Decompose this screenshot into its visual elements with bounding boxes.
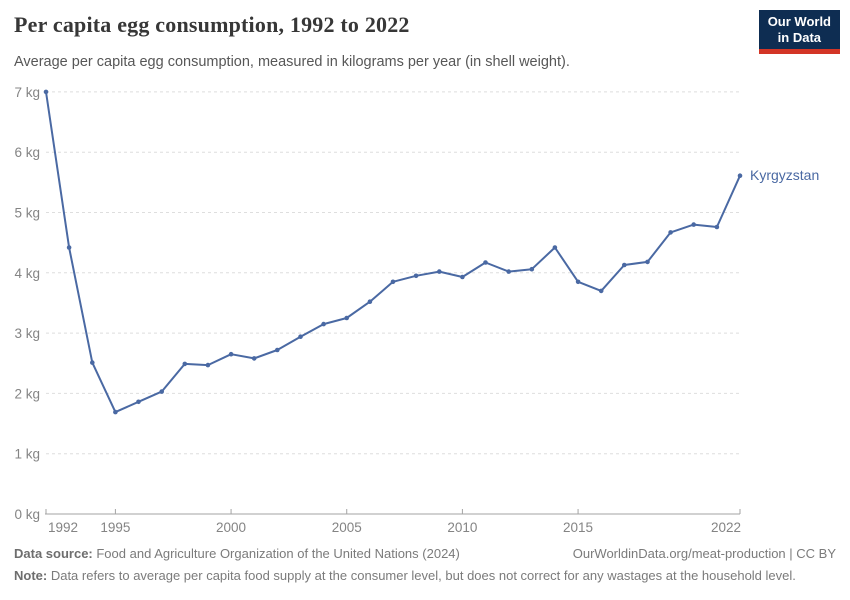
x-tick-label: 2000 [216,520,246,535]
y-tick-label: 1 kg [14,447,40,462]
y-tick-label: 2 kg [14,386,40,401]
data-point[interactable] [598,288,604,294]
data-point[interactable] [205,362,211,368]
data-point[interactable] [344,315,350,321]
data-source-line: Data source: Food and Agriculture Organi… [14,546,460,562]
y-tick-label: 5 kg [14,206,40,221]
y-tick-label: 0 kg [14,507,40,522]
data-point[interactable] [645,259,650,265]
data-point[interactable] [159,389,164,394]
data-point[interactable] [437,269,442,274]
y-axis-labels: 0 kg 1 kg 2 kg 3 kg 4 kg 5 kg 6 kg 7 kg [14,85,40,522]
series-markers[interactable] [43,89,743,415]
data-point[interactable] [66,245,72,250]
data-point[interactable] [483,260,488,265]
series-line[interactable] [45,90,741,414]
footer-note-label: Note: [14,568,48,583]
y-gridlines [46,91,742,455]
data-point[interactable] [575,279,581,285]
data-point[interactable] [668,230,673,235]
data-point[interactable] [251,356,257,361]
y-tick-label: 7 kg [14,85,40,100]
footer-note-text: Data refers to average per capita food s… [47,568,796,583]
data-point[interactable] [552,245,558,250]
data-point[interactable] [275,347,280,353]
owid-logo-line2: in Data [777,30,822,45]
data-point[interactable] [622,262,627,268]
data-point[interactable] [228,351,234,357]
x-axis-labels: 1992 1995 2000 2005 2010 2015 2022 [48,520,741,535]
data-source-text: Food and Agriculture Organization of the… [92,546,460,561]
data-point[interactable] [529,266,535,272]
series-entity-label[interactable]: Kyrgyzstan [750,167,819,183]
owid-logo[interactable]: Our World in Data [758,10,840,54]
x-tick-label: 2022 [711,520,741,535]
data-source-label: Data source: [14,546,93,561]
owid-logo-line1: Our World [767,14,831,29]
data-point[interactable] [413,273,419,279]
data-point[interactable] [737,173,743,178]
data-point[interactable] [298,334,303,340]
data-point[interactable] [43,89,49,95]
data-point[interactable] [390,279,396,285]
y-tick-label: 6 kg [14,145,40,160]
data-point[interactable] [182,361,188,367]
chart-subtitle: Average per capita egg consumption, meas… [14,54,570,70]
x-axis [45,509,741,515]
data-point[interactable] [367,299,373,305]
x-tick-label: 1995 [100,520,130,535]
x-tick-label: 2010 [447,520,477,535]
data-point[interactable] [90,360,95,365]
y-tick-label: 4 kg [14,266,40,281]
y-tick-label: 3 kg [14,326,40,341]
data-point[interactable] [321,321,326,327]
data-point[interactable] [506,269,512,274]
x-tick-label: 2005 [332,520,362,535]
footer-citation-link[interactable]: OurWorldinData.org/meat-production | CC … [572,546,836,561]
chart-footer: Data source: Food and Agriculture Organi… [14,546,836,584]
page-title: Per capita egg consumption, 1992 to 2022 [14,12,410,37]
footer-note-line: Note: Data refers to average per capita … [14,568,836,584]
data-point[interactable] [714,224,720,230]
x-tick-label: 2015 [563,520,593,535]
data-point[interactable] [691,222,696,227]
data-point[interactable] [460,274,465,280]
data-point[interactable] [136,399,141,405]
data-point[interactable] [113,409,118,415]
x-tick-label: 1992 [48,520,78,535]
